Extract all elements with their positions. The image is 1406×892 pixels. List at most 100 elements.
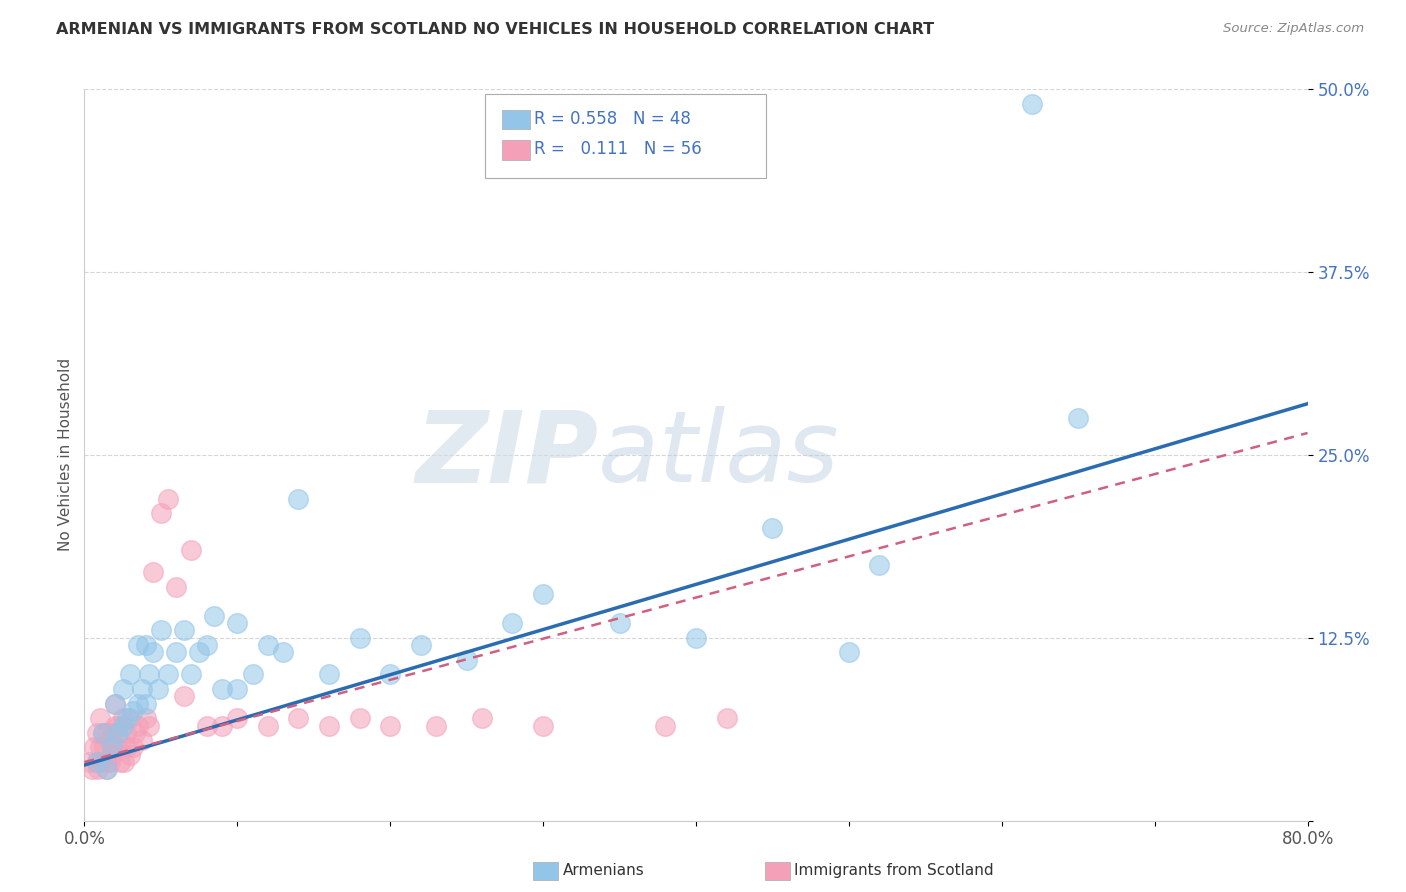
Point [146, 681, 169, 696]
Point [101, 740, 124, 755]
Point [502, 616, 524, 631]
Point [211, 681, 233, 696]
Point [108, 755, 131, 769]
Point [115, 740, 138, 755]
Point [124, 726, 146, 740]
Point [111, 681, 134, 696]
Point [654, 718, 676, 732]
Point [96, 726, 118, 740]
Point [380, 667, 402, 681]
Point [173, 690, 195, 704]
Point [105, 740, 128, 755]
Point [157, 491, 180, 506]
Point [409, 638, 432, 652]
Point [114, 726, 136, 740]
Text: Source: ZipAtlas.com: Source: ZipAtlas.com [1223, 22, 1364, 36]
Point [127, 638, 149, 652]
Point [104, 697, 127, 711]
Point [127, 697, 149, 711]
Point [149, 507, 172, 521]
Text: Immigrants from Scotland: Immigrants from Scotland [794, 863, 994, 878]
Point [101, 726, 124, 740]
Point [188, 645, 211, 659]
Point [180, 543, 202, 558]
Point [271, 645, 294, 659]
Point [110, 733, 132, 747]
Point [120, 667, 142, 681]
Point [91, 755, 114, 769]
Point [202, 608, 225, 623]
Point [111, 711, 134, 725]
Point [96, 763, 118, 777]
Point [142, 565, 165, 579]
Point [98, 755, 121, 769]
Point [80, 763, 103, 777]
Point [89, 711, 111, 725]
Point [165, 580, 187, 594]
Point [86, 755, 108, 769]
Point [211, 718, 233, 732]
Point [609, 616, 631, 631]
Point [257, 638, 280, 652]
Point [122, 740, 145, 755]
Point [91, 726, 114, 740]
Point [142, 645, 165, 659]
Point [349, 711, 371, 725]
Point [869, 558, 891, 572]
Point [471, 711, 494, 725]
Point [127, 718, 149, 732]
Point [86, 726, 108, 740]
Point [87, 763, 110, 777]
Point [115, 711, 138, 725]
Point [838, 645, 860, 659]
Point [86, 755, 108, 769]
Point [531, 587, 554, 601]
Point [131, 681, 153, 696]
Point [287, 491, 309, 506]
Point [94, 763, 117, 777]
Point [77, 755, 100, 769]
Point [107, 718, 129, 732]
Point [226, 616, 249, 631]
Point [380, 718, 402, 732]
Point [120, 747, 142, 762]
Point [685, 631, 707, 645]
Point [101, 747, 124, 762]
Point [149, 624, 172, 638]
Point [135, 697, 157, 711]
Point [93, 740, 115, 755]
Text: atlas: atlas [598, 407, 839, 503]
Point [318, 667, 340, 681]
Text: ARMENIAN VS IMMIGRANTS FROM SCOTLAND NO VEHICLES IN HOUSEHOLD CORRELATION CHART: ARMENIAN VS IMMIGRANTS FROM SCOTLAND NO … [56, 22, 935, 37]
Point [349, 631, 371, 645]
Point [138, 718, 160, 732]
Point [89, 740, 111, 755]
Point [531, 718, 554, 732]
Point [96, 755, 118, 769]
Point [257, 718, 280, 732]
Point [180, 667, 202, 681]
Point [456, 653, 478, 667]
Point [122, 704, 145, 718]
Point [318, 718, 340, 732]
Text: Armenians: Armenians [562, 863, 644, 878]
Point [103, 740, 125, 755]
Point [242, 667, 264, 681]
Y-axis label: No Vehicles in Household: No Vehicles in Household [58, 359, 73, 551]
Point [425, 718, 447, 732]
Text: R =   0.111   N = 56: R = 0.111 N = 56 [534, 140, 702, 158]
Point [173, 624, 195, 638]
Point [112, 755, 135, 769]
Point [157, 667, 180, 681]
Point [135, 711, 157, 725]
Point [226, 711, 249, 725]
Text: R = 0.558   N = 48: R = 0.558 N = 48 [534, 110, 692, 128]
Point [131, 733, 153, 747]
Point [120, 711, 142, 725]
Point [104, 718, 127, 732]
Point [226, 681, 249, 696]
Point [287, 711, 309, 725]
Text: ZIP: ZIP [415, 407, 598, 503]
Point [761, 521, 783, 535]
Point [165, 645, 187, 659]
